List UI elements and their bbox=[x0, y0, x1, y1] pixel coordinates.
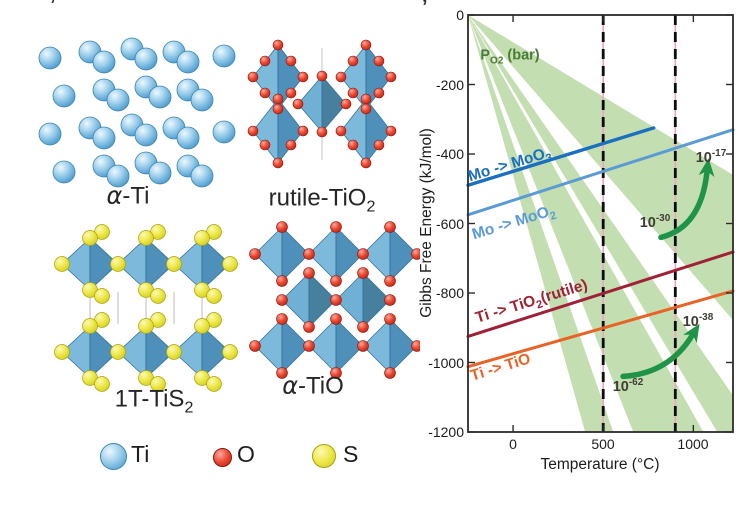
po2-annotation-1e-17: 10-17 bbox=[695, 148, 727, 166]
ellingham-diagram-panel: ’ 0 -200 -400 -600 -800 -1000 -1200 0 50… bbox=[418, 0, 756, 506]
xtick-1000: 1000 bbox=[677, 436, 709, 452]
x-axis-title: Temperature (°C) bbox=[540, 456, 660, 473]
series-line-ti-tio2-rutile- bbox=[466, 250, 735, 338]
axis-ticks bbox=[468, 14, 733, 433]
crystal-structures-art bbox=[38, 37, 423, 392]
alpha-tio-structure-image bbox=[249, 221, 423, 379]
ytick-0: 0 bbox=[456, 7, 464, 23]
ytick-m200: -200 bbox=[435, 77, 464, 93]
1t-tis2-structure-image bbox=[54, 224, 238, 392]
ytick-m600: -600 bbox=[435, 216, 464, 232]
rutile-tio2-label: rutile-TiO2 bbox=[268, 184, 376, 216]
ellingham-plot bbox=[466, 14, 735, 433]
legend-label-o: O bbox=[237, 441, 255, 467]
o-sphere-icon bbox=[213, 448, 232, 467]
ytick-m1200: -1200 bbox=[428, 424, 464, 440]
rutile-tio2-structure-image bbox=[247, 39, 397, 169]
alpha-ti-label: α-Ti bbox=[106, 181, 150, 210]
legend-label-s: S bbox=[343, 441, 359, 467]
1t-tis2-label: 1T-TiS2 bbox=[114, 385, 194, 417]
xtick-500: 500 bbox=[591, 436, 615, 452]
legend-label-ti: Ti bbox=[131, 441, 150, 467]
series-line-mo-moo2 bbox=[466, 128, 735, 217]
green-arrow-2 bbox=[620, 323, 700, 380]
alpha-ti-structure-image bbox=[38, 37, 236, 188]
po2-annotation-1e-62: 10-62 bbox=[612, 377, 644, 395]
series-line-mo-moo3 bbox=[466, 126, 656, 187]
crystal-structures-panel: ’ bbox=[38, 0, 423, 470]
crop-mark-left: ’ bbox=[50, 0, 56, 16]
s-sphere-icon bbox=[312, 444, 336, 468]
green-arrow-1 bbox=[658, 158, 715, 241]
po2-annotation-1e-38: 10-38 bbox=[682, 312, 714, 330]
alpha-tio-label: α-TiO bbox=[282, 371, 344, 400]
crop-mark-right: ’ bbox=[422, 0, 428, 18]
ti-sphere-icon bbox=[100, 443, 127, 470]
series-line-ti-tio bbox=[466, 289, 735, 369]
xtick-0: 0 bbox=[509, 436, 517, 452]
ytick-m1000: -1000 bbox=[428, 355, 464, 371]
po2-isobar-wedges bbox=[468, 15, 733, 432]
po2-fan-label: PO2 (bar) bbox=[480, 47, 540, 67]
ytick-m800: -800 bbox=[435, 285, 464, 301]
po2-annotation-1e-30: 10-30 bbox=[639, 213, 671, 231]
ytick-m400: -400 bbox=[435, 146, 464, 162]
y-axis-title: Gibbs Free Energy (kJ/mol) bbox=[418, 128, 435, 318]
